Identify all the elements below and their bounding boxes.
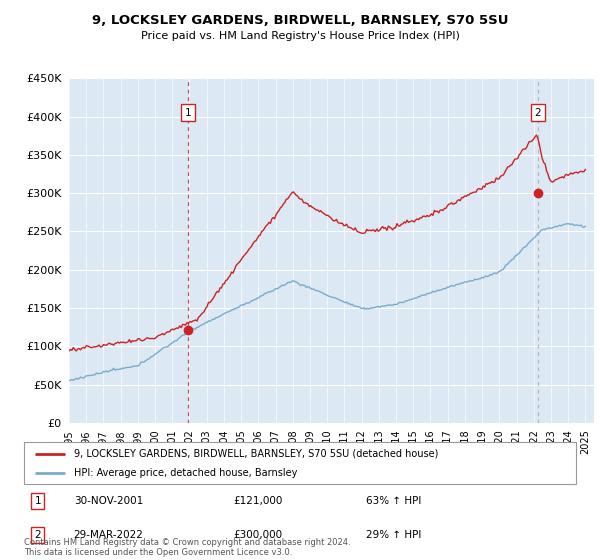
Text: HPI: Average price, detached house, Barnsley: HPI: Average price, detached house, Barn… <box>74 468 297 478</box>
Text: 2: 2 <box>34 530 41 540</box>
Text: 29-MAR-2022: 29-MAR-2022 <box>74 530 143 540</box>
FancyBboxPatch shape <box>24 442 576 484</box>
Text: Contains HM Land Registry data © Crown copyright and database right 2024.
This d: Contains HM Land Registry data © Crown c… <box>24 538 350 557</box>
Text: £300,000: £300,000 <box>234 530 283 540</box>
Text: 2: 2 <box>535 108 541 118</box>
Text: 1: 1 <box>185 108 191 118</box>
Text: 63% ↑ HPI: 63% ↑ HPI <box>366 496 422 506</box>
Text: 30-NOV-2001: 30-NOV-2001 <box>74 496 143 506</box>
Text: 9, LOCKSLEY GARDENS, BIRDWELL, BARNSLEY, S70 5SU (detached house): 9, LOCKSLEY GARDENS, BIRDWELL, BARNSLEY,… <box>74 449 438 459</box>
Text: 9, LOCKSLEY GARDENS, BIRDWELL, BARNSLEY, S70 5SU: 9, LOCKSLEY GARDENS, BIRDWELL, BARNSLEY,… <box>92 14 508 27</box>
Text: 1: 1 <box>34 496 41 506</box>
Text: 29% ↑ HPI: 29% ↑ HPI <box>366 530 422 540</box>
Text: Price paid vs. HM Land Registry's House Price Index (HPI): Price paid vs. HM Land Registry's House … <box>140 31 460 41</box>
Text: £121,000: £121,000 <box>234 496 283 506</box>
